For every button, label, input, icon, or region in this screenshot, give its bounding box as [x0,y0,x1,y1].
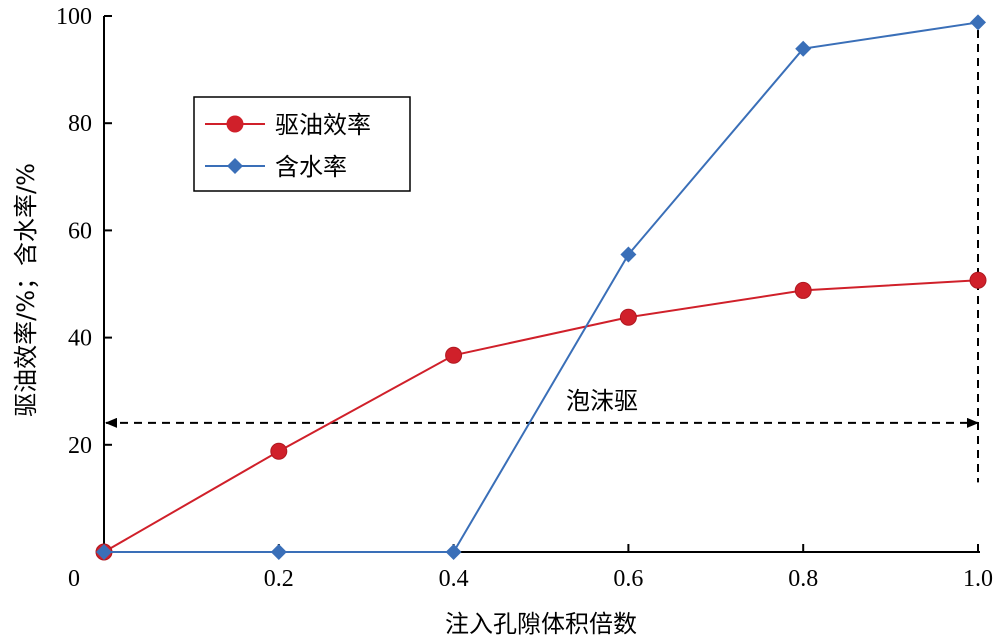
data-point [445,346,463,364]
y-tick-label: 20 [68,433,92,459]
annotation-layer: 泡沫驱 [105,16,979,483]
y-ticks: 20 40 60 80 100 [56,4,112,459]
y-tick-label: 40 [68,326,92,352]
x-tick-label: 1.0 [963,566,993,592]
x-tick-label: 0.4 [439,566,469,592]
legend-marker-oil-efficiency [226,115,244,133]
series-line [104,21,979,553]
foam-flood-label: 泡沫驱 [566,387,638,415]
x-ticks: 0.2 0.4 0.6 0.8 1.0 [103,544,993,592]
data-point [620,246,637,263]
legend: 驱油效率 含水率 [193,96,411,192]
x-tick-label: 0.6 [613,566,643,592]
x-tick-label: 0.2 [264,566,294,592]
series-layer [95,14,987,561]
series-oil-efficiency [95,271,987,561]
y-axis-title: 驱油效率/%；含水率/% [12,163,40,417]
data-point [445,544,462,560]
data-point [969,271,987,289]
data-point [270,442,288,460]
y-tick-label: 100 [56,4,92,30]
legend-label-oil-efficiency: 驱油效率 [275,111,371,139]
series-line [103,279,979,553]
y-tick-label: 60 [68,218,92,244]
data-point [970,14,986,31]
data-point [794,281,812,299]
x-axis-title: 注入孔隙体积倍数 [445,610,637,638]
legend-box [193,96,411,192]
legend-marker-water-cut [227,158,243,174]
x-tick-label-origin: 0 [68,566,80,592]
x-tick-label: 0.8 [788,566,818,592]
legend-label-water-cut: 含水率 [275,153,347,181]
data-point [619,308,637,326]
axes: 20 40 60 80 100 0.2 0.4 0.6 0.8 1.0 0 [56,4,993,592]
y-tick-label: 80 [68,111,92,137]
data-point [795,40,812,57]
series-water-cut [96,14,986,560]
data-point [96,544,112,560]
data-point [270,544,287,560]
